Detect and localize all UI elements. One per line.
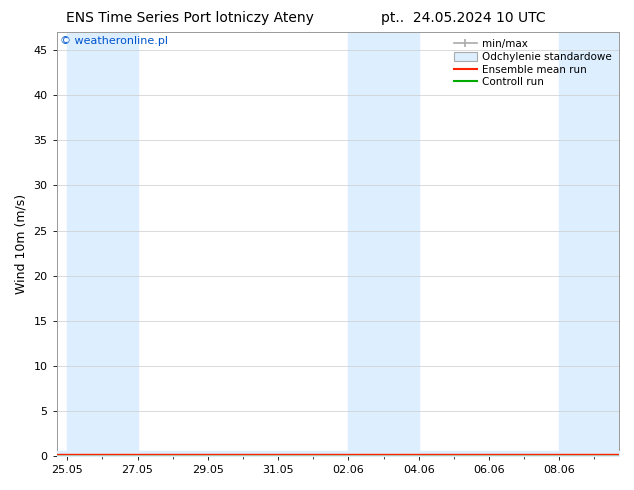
Legend: min/max, Odchylenie standardowe, Ensemble mean run, Controll run: min/max, Odchylenie standardowe, Ensembl… [452,37,614,89]
Bar [349,32,418,456]
Y-axis label: Wind 10m (m/s): Wind 10m (m/s) [15,194,28,294]
Text: ENS Time Series Port lotniczy Ateny: ENS Time Series Port lotniczy Ateny [67,11,314,25]
Bar [559,32,619,456]
Text: © weatheronline.pl: © weatheronline.pl [60,36,167,47]
Text: pt..  24.05.2024 10 UTC: pt.. 24.05.2024 10 UTC [380,11,545,25]
Bar [67,32,138,456]
